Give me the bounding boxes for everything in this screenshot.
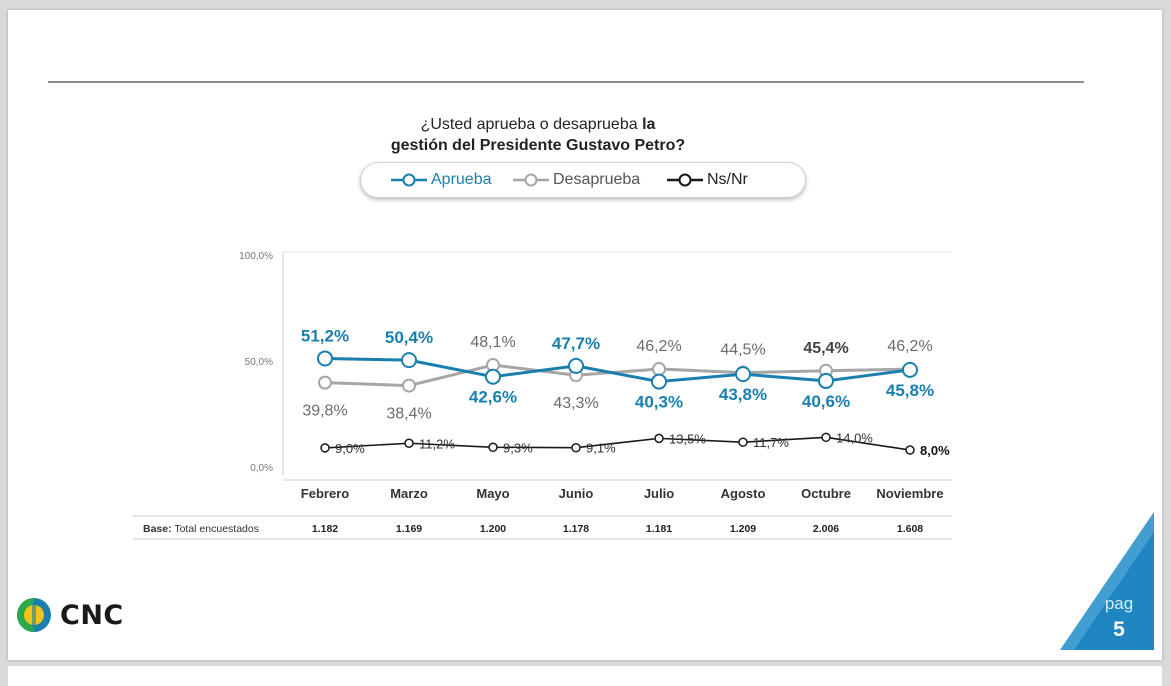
- cnc-logo-icon: [17, 598, 51, 632]
- data-label-desaprueba: 45,4%: [803, 340, 848, 357]
- legend-marker-aprueba: [391, 173, 427, 187]
- x-tick-label: Octubre: [801, 486, 851, 501]
- title-line1-bold: la: [642, 116, 656, 133]
- data-label-aprueba: 50,4%: [385, 328, 433, 347]
- legend-label-desaprueba: Desaprueba: [553, 171, 641, 188]
- data-point-nsnr: [821, 432, 831, 443]
- base-row-value: 1.209: [730, 523, 756, 535]
- base-row-value: 1.181: [646, 523, 672, 535]
- data-label-aprueba: 43,8%: [719, 385, 767, 404]
- data-label-aprueba: 40,3%: [635, 393, 683, 412]
- slide: ¿Usted aprueba o desaprueba la gestión d…: [8, 10, 1162, 660]
- cnc-logo-text: CNC: [60, 599, 124, 631]
- data-point-aprueba: [818, 372, 834, 389]
- x-tick-label: Noviembre: [876, 486, 943, 501]
- legend: Aprueba Desaprueba Ns/Nr: [360, 162, 806, 198]
- base-row-value: 1.169: [396, 523, 422, 535]
- data-point-nsnr: [654, 433, 664, 444]
- page-label: pag: [1104, 594, 1134, 613]
- legend-item-aprueba: Aprueba: [391, 163, 492, 197]
- data-label-desaprueba: 38,4%: [386, 406, 431, 423]
- data-label-nsnr: 9,3%: [503, 440, 533, 455]
- data-point-aprueba: [902, 361, 918, 378]
- data-point-aprueba: [317, 350, 333, 367]
- y-tick-label: 100,0%: [239, 251, 273, 262]
- legend-label-nsnr: Ns/Nr: [707, 171, 748, 188]
- series-line-aprueba: [324, 356, 911, 384]
- data-point-nsnr: [320, 443, 330, 453]
- data-point-nsnr: [571, 442, 581, 453]
- y-tick-label: 0,0%: [250, 463, 273, 474]
- data-label-aprueba: 40,6%: [802, 392, 850, 411]
- data-label-aprueba: 51,2%: [301, 326, 349, 345]
- base-row-value: 1.200: [480, 523, 506, 535]
- legend-item-nsnr: Ns/Nr: [667, 163, 748, 197]
- series-line-desaprueba: [324, 363, 911, 388]
- data-label-nsnr: 8,0%: [920, 443, 950, 458]
- data-label-desaprueba: 43,3%: [553, 395, 598, 412]
- x-tick-label: Febrero: [301, 486, 349, 501]
- data-label-nsnr: 13,5%: [669, 431, 706, 446]
- data-point-desaprueba: [652, 362, 666, 377]
- title-line1: ¿Usted aprueba o desaprueba: [420, 116, 643, 133]
- data-point-nsnr: [488, 442, 498, 453]
- data-label-desaprueba: 46,2%: [636, 338, 681, 355]
- series-line-nsnr: [324, 436, 911, 451]
- x-tick-label: Junio: [559, 486, 594, 501]
- data-point-aprueba: [568, 357, 584, 374]
- data-point-desaprueba: [318, 375, 332, 390]
- base-row-label: Base: Total encuestados: [143, 523, 259, 535]
- data-label-aprueba: 47,7%: [552, 334, 600, 353]
- legend-marker-desaprueba: [513, 173, 549, 187]
- title-line2: gestión del Presidente Gustavo Petro?: [390, 137, 686, 154]
- data-label-nsnr: 11,2%: [419, 436, 455, 451]
- data-point-nsnr: [905, 445, 915, 455]
- data-point-aprueba: [401, 352, 417, 369]
- base-row-value: 1.608: [897, 523, 923, 535]
- x-tick-label: Mayo: [476, 486, 509, 501]
- data-point-nsnr: [738, 437, 748, 447]
- legend-marker-nsnr: [667, 173, 703, 187]
- data-label-nsnr: 9,1%: [586, 441, 616, 456]
- y-tick-label: 50,0%: [245, 357, 273, 368]
- data-label-aprueba: 45,8%: [886, 381, 934, 400]
- base-row-value: 1.182: [312, 523, 338, 535]
- cnc-logo: CNC: [16, 597, 124, 633]
- data-point-aprueba: [735, 366, 751, 383]
- data-point-aprueba: [651, 373, 667, 390]
- data-label-nsnr: 9,0%: [335, 441, 365, 456]
- data-label-desaprueba: 39,8%: [302, 403, 347, 420]
- page-number: 5: [1113, 618, 1125, 641]
- data-label-nsnr: 14,0%: [836, 430, 873, 445]
- base-row-value: 1.178: [563, 523, 589, 535]
- x-tick-label: Agosto: [721, 486, 766, 501]
- base-row-value: 2.006: [813, 523, 839, 535]
- next-slide-edge: [8, 666, 1162, 686]
- legend-label-aprueba: Aprueba: [431, 171, 492, 188]
- data-point-nsnr: [404, 438, 414, 449]
- data-label-desaprueba: 46,2%: [887, 338, 932, 355]
- x-tick-label: Julio: [644, 486, 674, 501]
- data-label-aprueba: 42,6%: [469, 388, 517, 407]
- data-label-desaprueba: 44,5%: [720, 342, 765, 359]
- data-point-desaprueba: [402, 378, 416, 393]
- data-label-desaprueba: 48,1%: [470, 334, 515, 351]
- page-tag-shape: [1060, 512, 1154, 650]
- data-label-nsnr: 11,7%: [753, 435, 789, 450]
- data-point-aprueba: [485, 368, 501, 385]
- top-rule: [48, 81, 1084, 83]
- legend-item-desaprueba: Desaprueba: [513, 163, 640, 197]
- x-tick-label: Marzo: [390, 486, 428, 501]
- chart-title: ¿Usted aprueba o desaprueba la gestión d…: [338, 114, 738, 156]
